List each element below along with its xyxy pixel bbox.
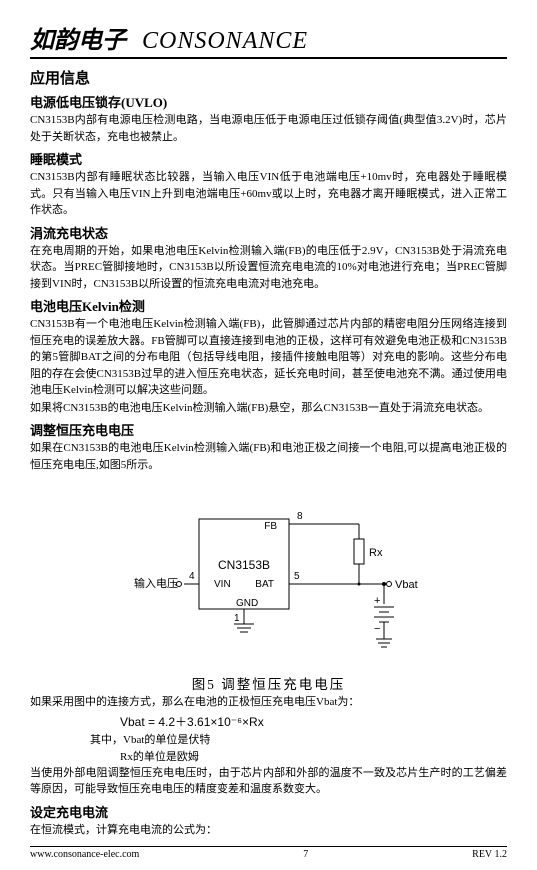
para-sleep: CN3153B内部有睡眠状态比较器，当输入电压VIN低于电池端电压+10mv时，…: [30, 169, 507, 219]
para-trickle: 在充电周期的开始，如果电池电压Kelvin检测输入端(FB)的电压低于2.9V，…: [30, 243, 507, 293]
pin-gnd-num: 1: [234, 613, 240, 624]
formula: Vbat = 4.2＋3.61×10⁻⁶×Rx: [120, 713, 507, 730]
vbat-label: Vbat: [395, 579, 418, 591]
footer-page: 7: [303, 849, 308, 860]
bat-minus: −: [374, 623, 380, 635]
pin-fb-num: 8: [297, 511, 303, 522]
heading-sleep: 睡眠模式: [30, 149, 507, 168]
para-uvlo: CN3153B内部有电源电压检测电路，当电源电压低于电源电压过低锁存阈值(典型值…: [30, 112, 507, 145]
note2: Rx的单位是欧姆: [120, 748, 507, 764]
footer-url: www.consonance-elec.com: [30, 849, 139, 860]
brand-cn: 如韵电子: [30, 20, 126, 55]
main-title: 应用信息: [30, 67, 507, 88]
pin-bat: BAT: [255, 579, 274, 590]
footer-rev: REV 1.2: [472, 849, 507, 860]
para-kelvin2: 如果将CN3153B的电池电压Kelvin检测输入端(FB)悬空，那么CN315…: [30, 400, 507, 417]
input-label: 输入电压: [134, 576, 178, 590]
heading-kelvin: 电池电压Kelvin检测: [30, 296, 507, 315]
figure-5: CN3153B FB 8 VIN 4 输入电压 GND 1 BAT 5: [30, 479, 507, 669]
para-adjust: 如果在CN3153B的电池电压Kelvin检测输入端(FB)和电池正极之间接一个…: [30, 440, 507, 473]
para-setcurrent: 在恒流模式，计算充电电流的公式为：: [30, 822, 507, 839]
heading-trickle: 涓流充电状态: [30, 223, 507, 242]
pin-gnd: GND: [236, 598, 258, 609]
heading-adjust: 调整恒压充电电压: [30, 420, 507, 439]
figure-caption: 图5 调整恒压充电电压: [30, 673, 507, 693]
heading-setcurrent: 设定充电电流: [30, 802, 507, 821]
heading-uvlo: 电源低电压锁存(UVLO): [30, 92, 507, 111]
warning: 当使用外部电阻调整恒压充电电压时，由于芯片内部和外部的温度不一致及芯片生产时的工…: [30, 765, 507, 798]
page-footer: www.consonance-elec.com 7 REV 1.2: [30, 846, 507, 860]
pin-bat-num: 5: [294, 571, 300, 582]
para-kelvin1: CN3153B有一个电池电压Kelvin检测输入端(FB)，此管脚通过芯片内部的…: [30, 316, 507, 399]
pin-vin: VIN: [214, 579, 231, 590]
bat-plus: +: [374, 595, 380, 607]
pin-fb: FB: [264, 521, 277, 532]
note1: 其中，Vbat的单位是伏特: [90, 731, 507, 747]
page-header: 如韵电子 CONSONANCE: [30, 20, 507, 59]
rx-label: Rx: [369, 547, 383, 559]
chip-label: CN3153B: [217, 558, 269, 572]
formula-intro: 如果采用图中的连接方式，那么在电池的正极恒压充电电压Vbat为：: [30, 694, 507, 711]
pin-vin-num: 4: [189, 571, 195, 582]
brand-en: CONSONANCE: [142, 28, 308, 55]
circuit-diagram: CN3153B FB 8 VIN 4 输入电压 GND 1 BAT 5: [119, 479, 419, 669]
